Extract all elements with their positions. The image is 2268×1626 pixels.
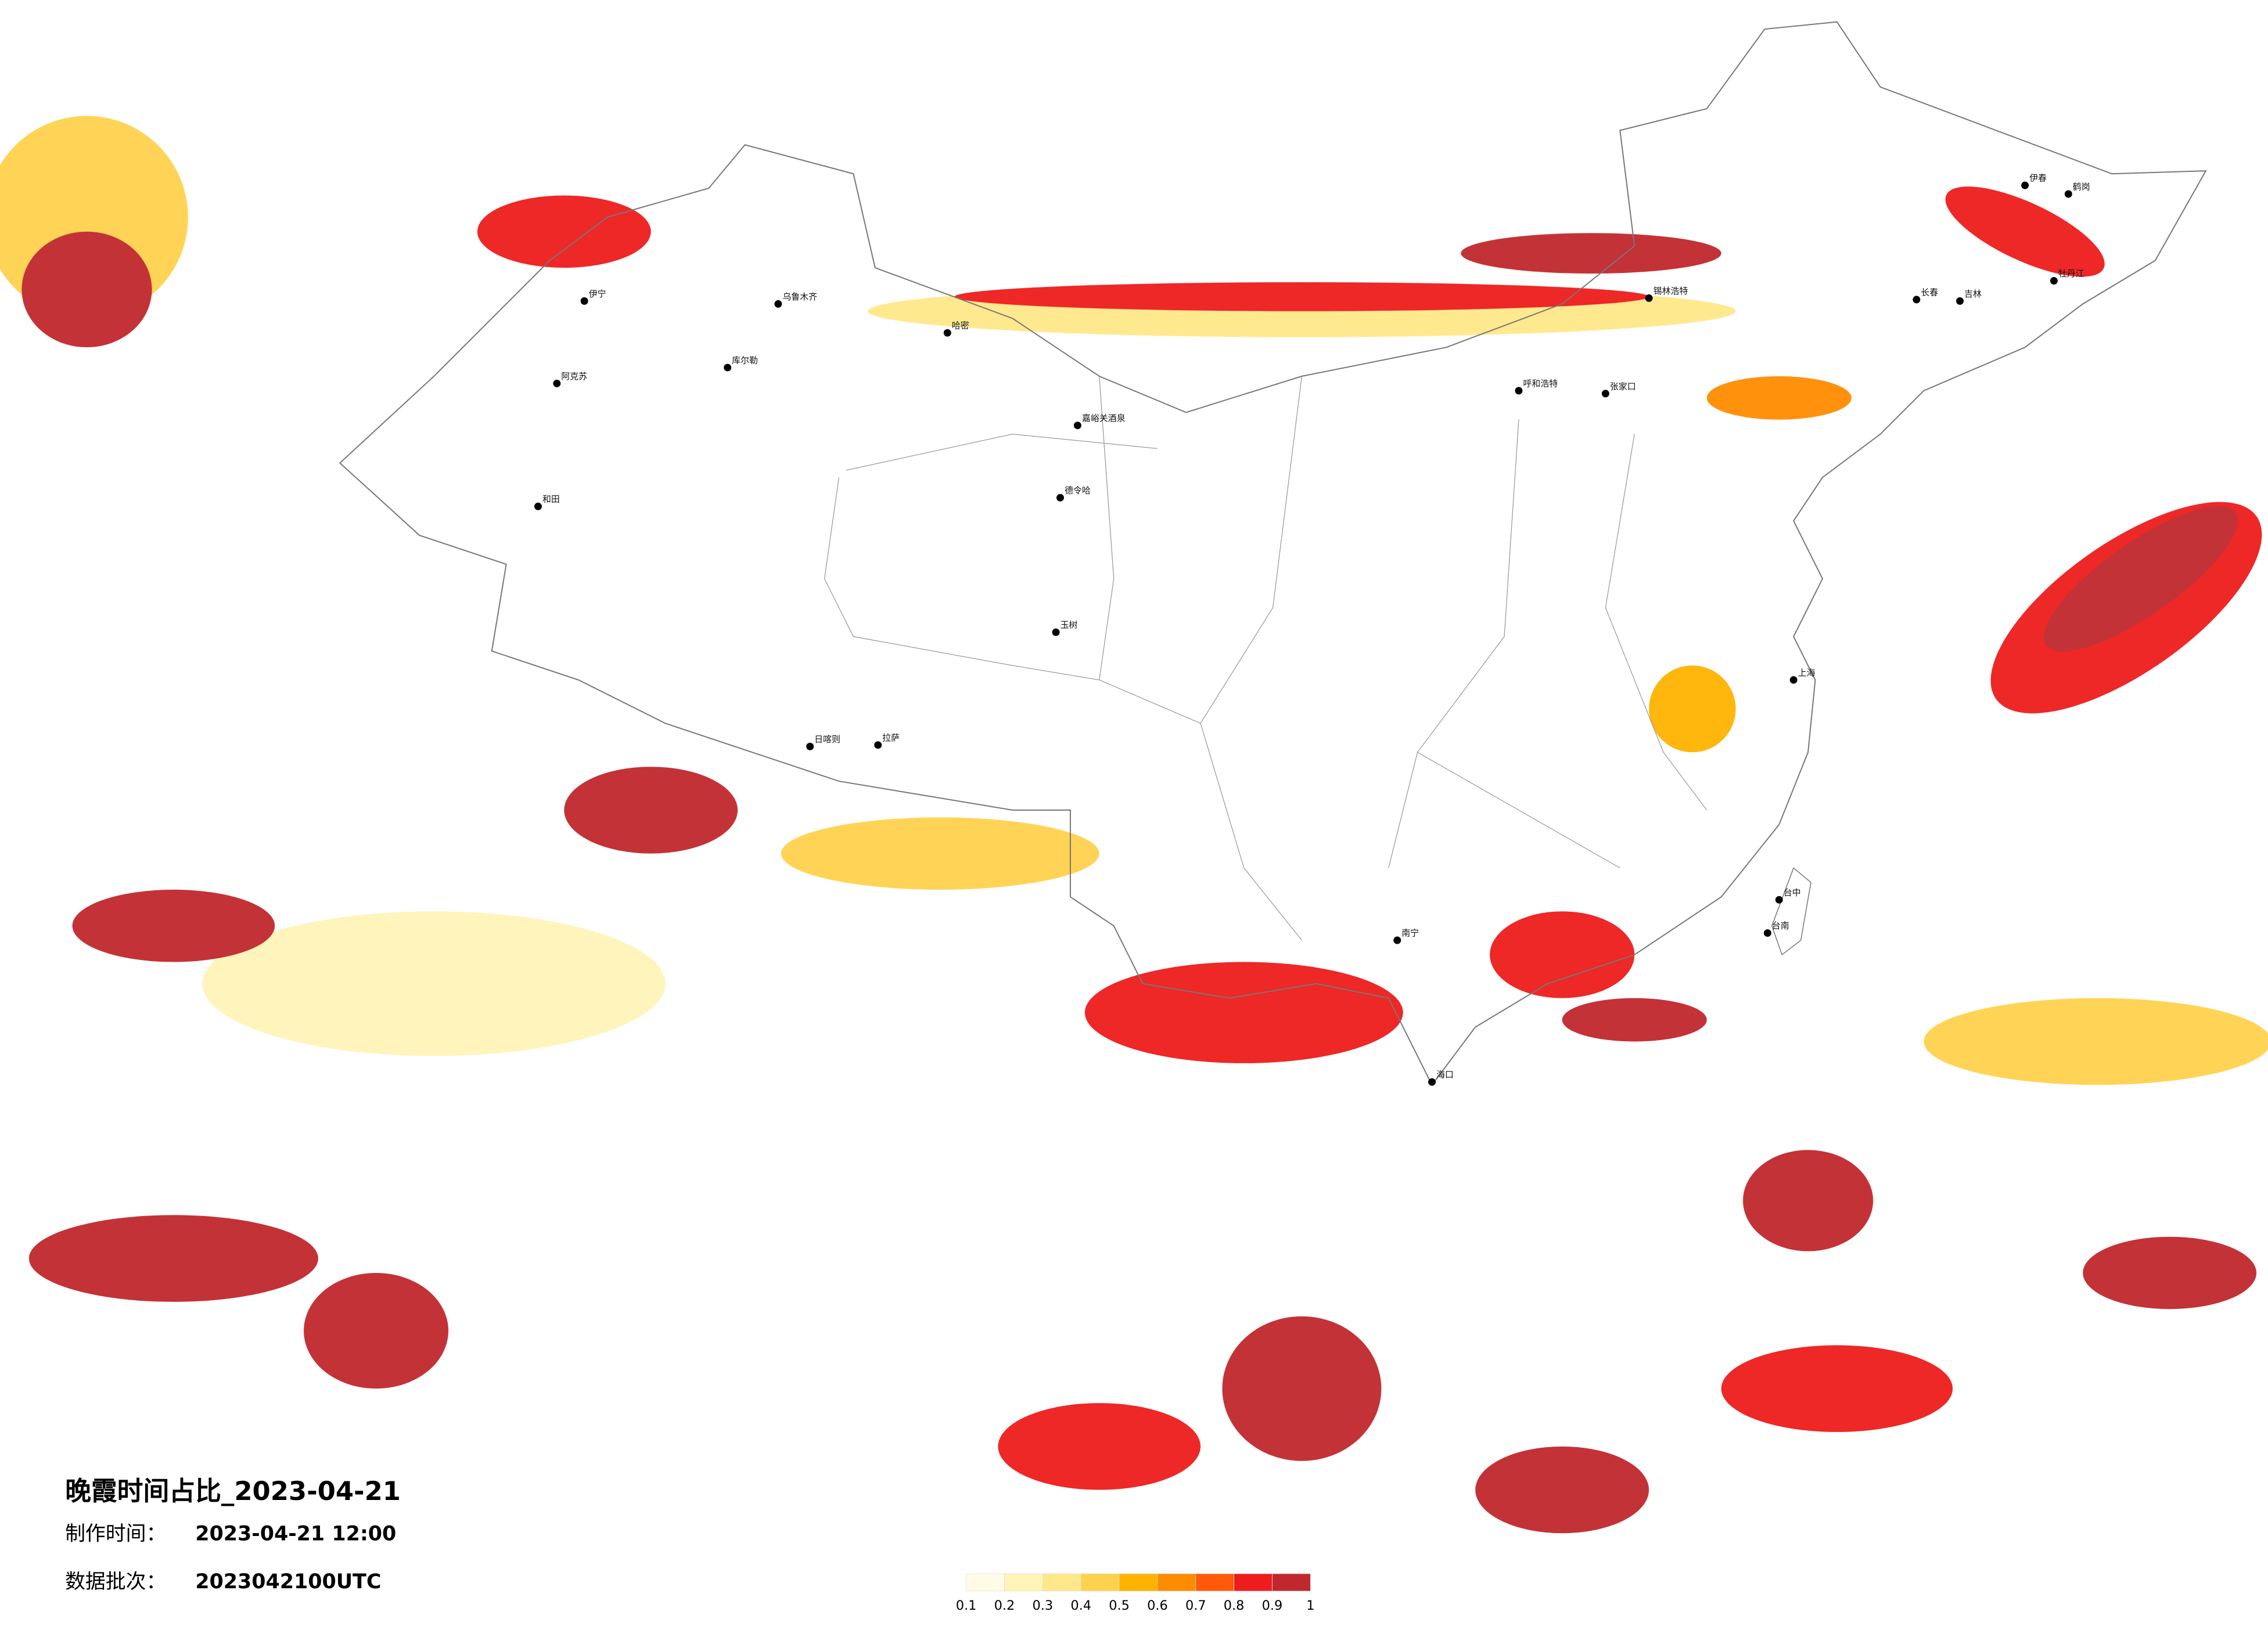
city-label: 和田 [542,494,560,505]
made-label: 制作时间： [65,1523,166,1546]
colorbar-box [1157,1573,1196,1592]
city-dot [1601,390,1609,398]
map-title: 晚霞时间占比_2023-04-21 [65,1476,401,1506]
batch-value: 2023042100UTC [195,1570,381,1593]
colorbar-tick-label: 0.9 [1262,1598,1283,1613]
city-dot [1913,296,1921,304]
taiwan [1771,867,1811,956]
city-dot [724,364,732,372]
colorbar-box [1195,1573,1234,1592]
city-label: 库尔勒 [732,355,758,365]
colorbar-box [1004,1573,1043,1592]
city-dot [553,379,561,387]
colorbar-box [966,1573,1005,1592]
colorbar: 0.1 0.2 0.3 0.4 0.5 0.6 0.7 0.8 0.9 1 [956,1573,1314,1613]
province-borders [824,376,1708,941]
colorbar-tick-label: 1 [1306,1598,1314,1613]
city-label: 伊春 [2029,173,2047,184]
city-label: 乌鲁木齐 [782,292,817,302]
city-dot [1393,936,1401,944]
city-dot [1073,422,1081,430]
colorbar-tick-label: 0.7 [1185,1598,1206,1613]
city-label: 呼和浩特 [1523,378,1558,388]
colorbar-tick-label: 0.1 [956,1598,977,1613]
colorbar-box [1042,1573,1081,1592]
colorbar-box [1080,1573,1120,1592]
city-dot [1775,895,1783,904]
colorbar-box [1234,1573,1273,1592]
colorbar-tick-label: 0.8 [1224,1598,1245,1613]
colorbar-tick-label: 0.2 [994,1598,1015,1613]
city-label: 嘉峪关酒泉 [1082,413,1126,423]
city-dot [2021,181,2029,189]
city-label: 台南 [1772,920,1789,931]
city-dot [534,502,542,510]
made-value: 2023-04-21 12:00 [195,1523,396,1546]
city-dot [806,742,814,750]
city-dot [1956,297,1964,305]
city-label: 日喀则 [814,734,840,744]
city-label: 德令哈 [1065,485,1091,496]
colorbar-tick-label: 0.4 [1070,1598,1091,1613]
city-dot [1763,929,1771,937]
city-label: 上海 [1798,667,1816,678]
city-dot [1056,494,1064,502]
country-border [339,21,2207,1087]
city-dot [1052,628,1060,636]
colorbar-tick-label: 0.6 [1147,1598,1168,1613]
city-label: 阿克苏 [561,371,587,382]
city-label: 长春 [1921,287,1938,297]
city-label: 拉萨 [882,732,900,743]
city-label: 台中 [1784,887,1801,898]
colorbar-box [1272,1573,1311,1592]
city-dot [580,297,588,305]
city-label: 鹤岗 [2073,182,2090,192]
city-dot [774,300,782,308]
colorbar-tick-label: 0.5 [1109,1598,1130,1613]
city-label: 玉树 [1060,620,1077,630]
city-label: 牡丹江 [2058,268,2084,279]
city-label: 南宁 [1401,928,1419,938]
batch-label: 数据批次： [65,1570,166,1593]
city-dot [2050,277,2058,285]
heat-field [0,116,2268,1534]
colorbar-box [1119,1573,1158,1592]
city-dot [2064,190,2072,198]
colorbar-tick-label: 0.3 [1033,1598,1054,1613]
city-dot [1515,387,1523,395]
city-dot [874,741,882,749]
city-dot [1645,294,1653,302]
city-dot [1428,1078,1436,1086]
city-label: 吉林 [1964,289,1982,299]
city-label: 海口 [1436,1070,1454,1080]
city-label: 张家口 [1610,381,1636,391]
city-label: 哈密 [952,321,969,331]
city-label: 伊宁 [589,289,606,299]
city-label: 锡林浩特 [1654,286,1688,296]
city-dot [943,329,951,337]
city-dot [1789,676,1798,684]
